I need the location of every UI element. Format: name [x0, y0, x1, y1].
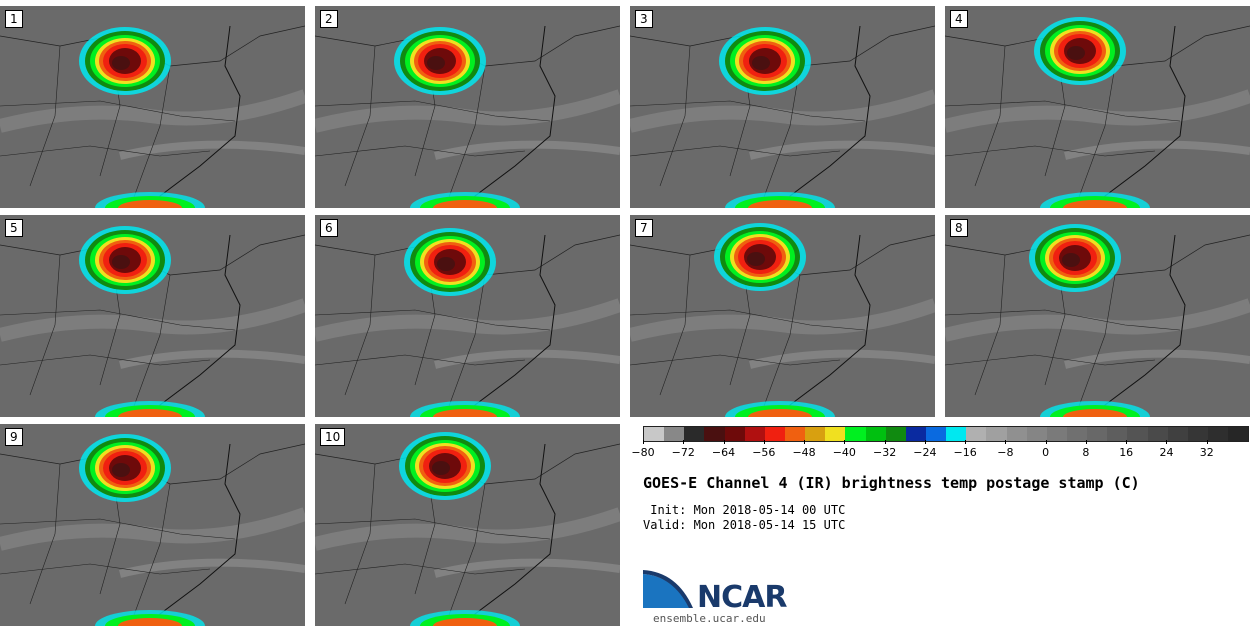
colorbar-tick — [763, 440, 765, 444]
postage-stamp-panel: 2 — [315, 6, 620, 208]
postage-stamp-panel: 7 — [630, 215, 935, 417]
postage-stamp-panel: 10 — [315, 424, 620, 626]
colorbar-tick — [804, 440, 806, 444]
colorbar-tick — [723, 440, 725, 444]
colorbar-swatch — [704, 427, 725, 441]
colorbar-tick — [1005, 440, 1007, 444]
colorbar — [643, 426, 1249, 442]
colorbar-tick-label: −48 — [792, 446, 816, 459]
colorbar-tick — [1126, 440, 1128, 444]
colorbar-tick-label: 0 — [1042, 446, 1050, 459]
satellite-map — [630, 6, 935, 208]
panel-label: 8 — [950, 219, 968, 237]
colorbar-swatch — [1167, 427, 1188, 441]
colorbar-tick-label: −16 — [953, 446, 977, 459]
postage-stamp-panel: 8 — [945, 215, 1250, 417]
colorbar-swatch — [744, 427, 765, 441]
colorbar-swatch — [1127, 427, 1148, 441]
colorbar-tick — [643, 440, 644, 444]
init-time: Init: Mon 2018-05-14 00 UTC — [643, 503, 846, 517]
colorbar-swatch — [925, 427, 947, 441]
colorbar-swatch — [986, 427, 1007, 441]
ncar-logo-text: NCAR — [697, 580, 787, 615]
panel-label: 9 — [5, 428, 23, 446]
colorbar-tick — [965, 440, 967, 444]
satellite-map — [630, 215, 935, 417]
colorbar-swatch — [825, 427, 846, 441]
panel-label: 7 — [635, 219, 653, 237]
colorbar-tick — [1085, 440, 1087, 444]
colorbar-swatch — [805, 427, 826, 441]
panel-label: 2 — [320, 10, 338, 28]
panel-label: 4 — [950, 10, 968, 28]
postage-stamp-panel: 3 — [630, 6, 935, 208]
colorbar-tick — [1045, 440, 1047, 444]
colorbar-tick — [844, 440, 846, 444]
valid-time: Valid: Mon 2018-05-14 15 UTC — [643, 518, 846, 532]
colorbar-swatch — [1046, 427, 1067, 441]
colorbar-swatch — [644, 427, 665, 441]
satellite-map — [945, 6, 1250, 208]
colorbar-swatch — [1087, 427, 1108, 441]
panel-label: 6 — [320, 219, 338, 237]
colorbar-swatch — [684, 427, 705, 441]
colorbar-swatch — [1107, 427, 1128, 441]
colorbar-swatch — [1207, 427, 1229, 441]
colorbar-tick — [1166, 440, 1168, 444]
panel-label: 3 — [635, 10, 653, 28]
satellite-map — [315, 424, 620, 626]
colorbar-tick-label: −24 — [913, 446, 937, 459]
figure-title: GOES-E Channel 4 (IR) brightness temp po… — [643, 474, 1140, 492]
colorbar-swatch — [865, 427, 886, 441]
colorbar-tick — [1206, 440, 1208, 444]
ncar-logo-icon — [643, 570, 693, 608]
colorbar-tick-label: −64 — [711, 446, 736, 459]
colorbar-swatch — [784, 427, 806, 441]
colorbar-swatch — [1026, 427, 1047, 441]
colorbar-swatch — [664, 427, 685, 441]
postage-stamp-panel: 6 — [315, 215, 620, 417]
colorbar-swatch — [1066, 427, 1088, 441]
colorbar-tick-label: −72 — [671, 446, 695, 459]
colorbar-tick-label: 24 — [1159, 446, 1174, 459]
colorbar-tick — [924, 440, 926, 444]
panel-label: 5 — [5, 219, 23, 237]
colorbar-tick-label: −8 — [997, 446, 1014, 459]
satellite-map — [0, 6, 305, 208]
colorbar-swatch — [764, 427, 785, 441]
satellite-map — [315, 215, 620, 417]
satellite-map — [315, 6, 620, 208]
postage-stamp-panel: 9 — [0, 424, 305, 626]
panel-label: 10 — [320, 428, 346, 446]
colorbar-swatch — [946, 427, 967, 441]
colorbar-swatch — [1228, 427, 1249, 441]
colorbar-tick — [683, 440, 685, 444]
colorbar-tick-label: 32 — [1199, 446, 1214, 459]
panel-label: 1 — [5, 10, 23, 28]
colorbar-swatch — [905, 427, 926, 441]
colorbar-tick-label: 8 — [1082, 446, 1090, 459]
colorbar-swatch — [724, 427, 745, 441]
colorbar-tick-label: −40 — [832, 446, 856, 459]
logo-url: ensemble.ucar.edu — [653, 612, 766, 625]
satellite-map — [945, 215, 1250, 417]
satellite-map — [0, 424, 305, 626]
colorbar-swatch — [1187, 427, 1208, 441]
colorbar-tick-label: −56 — [752, 446, 776, 459]
postage-stamp-panel: 5 — [0, 215, 305, 417]
colorbar-tick-label: −32 — [872, 446, 897, 459]
postage-stamp-panel: 4 — [945, 6, 1250, 208]
satellite-map — [0, 215, 305, 417]
postage-stamp-panel: 1 — [0, 6, 305, 208]
colorbar-tick — [884, 440, 886, 444]
colorbar-tick-label: 16 — [1119, 446, 1134, 459]
colorbar-ticks: −80 −72 −64 −56 −48 −40 −32 −24 −16 −8 0 8 16 24 32 — [631, 440, 1247, 464]
colorbar-swatch — [845, 427, 866, 441]
colorbar-swatch — [1006, 427, 1027, 441]
colorbar-tick-label: −80 — [631, 446, 655, 459]
colorbar-swatch — [966, 427, 987, 441]
colorbar-swatch — [1147, 427, 1168, 441]
colorbar-swatch — [885, 427, 906, 441]
